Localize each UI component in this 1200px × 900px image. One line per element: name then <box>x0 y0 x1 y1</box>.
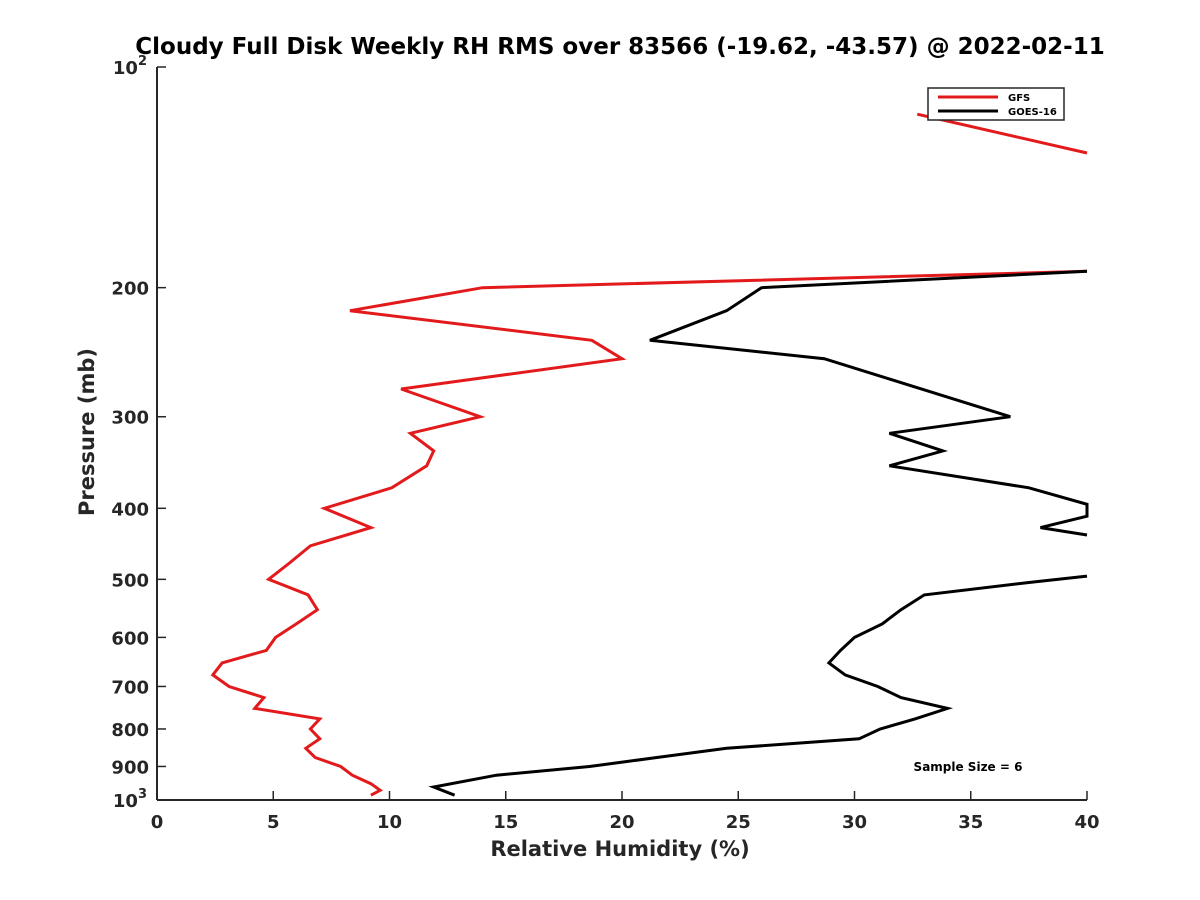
axes: 0 5 10 15 20 25 30 35 40 200 300 400 500 600 700 800 900… <box>111 54 1099 833</box>
y-tick-label: 700 <box>111 677 149 698</box>
y-tick-label: 400 <box>111 499 149 520</box>
x-tick-label: 30 <box>842 812 867 833</box>
y-tick-label: 200 <box>111 279 149 300</box>
legend-box <box>927 87 1065 121</box>
series-line-goes-16 <box>428 269 1089 797</box>
y-tick-label: 500 <box>111 570 149 591</box>
x-tick-label: 35 <box>958 812 983 833</box>
y-tick-label: 600 <box>111 628 149 649</box>
y-tick-label: 800 <box>111 720 149 741</box>
x-tick-label: 15 <box>493 812 518 833</box>
y-tick-label: 300 <box>111 408 149 429</box>
x-tick-label: 40 <box>1074 812 1099 833</box>
x-tick-label: 10 <box>377 812 402 833</box>
series-line-gfs <box>210 112 1088 797</box>
chart-title: Cloudy Full Disk Weekly RH RMS over 8356… <box>135 34 1104 60</box>
sample-size-annotation: Sample Size = 6 <box>914 760 1023 774</box>
legend-label: GOES-16 <box>1008 107 1057 118</box>
y-axis-label: Pressure (mb) <box>75 348 99 516</box>
y-tick-label-exponent: 102 <box>113 54 147 79</box>
x-axis-label: Relative Humidity (%) <box>490 837 749 861</box>
x-tick-label: 25 <box>726 812 751 833</box>
x-tick-label: 5 <box>267 812 280 833</box>
legend-label: GFS <box>1008 93 1030 104</box>
legend: GFS GOES-16 <box>927 87 1065 121</box>
x-tick-label: 20 <box>609 812 634 833</box>
plot-lines <box>210 112 1089 797</box>
y-tick-label-exponent: 103 <box>113 787 147 812</box>
x-tick-label: 0 <box>151 812 164 833</box>
y-tick-label: 900 <box>111 757 149 778</box>
